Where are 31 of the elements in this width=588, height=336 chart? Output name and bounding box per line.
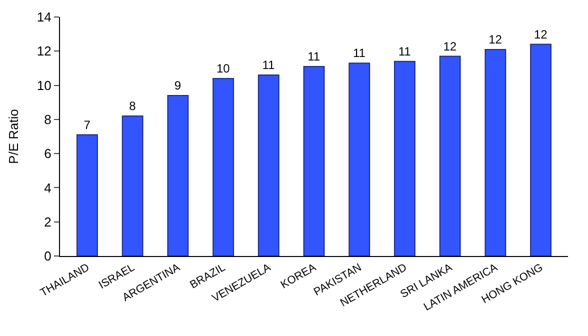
y-axis-title: P/E Ratio (6, 109, 21, 164)
bar (167, 95, 189, 256)
bar (484, 48, 506, 256)
data-label: 11 (308, 50, 320, 64)
data-label: 8 (129, 99, 136, 114)
y-tick-label: 8 (44, 112, 52, 127)
bar (122, 116, 144, 256)
y-tick-label: 0 (44, 248, 52, 264)
bar (303, 66, 325, 256)
y-tick-label: 10 (36, 78, 52, 93)
data-label: 12 (443, 39, 457, 54)
bar (76, 134, 98, 256)
data-label: 12 (534, 27, 548, 42)
y-tick-label: 4 (44, 180, 52, 196)
data-label: 11 (398, 44, 412, 58)
data-label: 10 (216, 61, 230, 76)
y-tick-label: 2 (44, 214, 52, 230)
data-label: 12 (488, 32, 502, 46)
bar (258, 74, 280, 256)
data-label: 7 (84, 118, 91, 132)
y-tick-label: 14 (36, 10, 52, 25)
data-label: 9 (174, 78, 182, 93)
data-label: 11 (352, 46, 366, 60)
bar (439, 56, 461, 256)
bar (530, 44, 552, 256)
bar (348, 62, 370, 256)
bar (212, 78, 234, 256)
data-label: 11 (262, 58, 276, 72)
y-tick-label: 6 (44, 146, 52, 162)
y-tick-label: 12 (36, 44, 52, 59)
bar (394, 60, 416, 256)
